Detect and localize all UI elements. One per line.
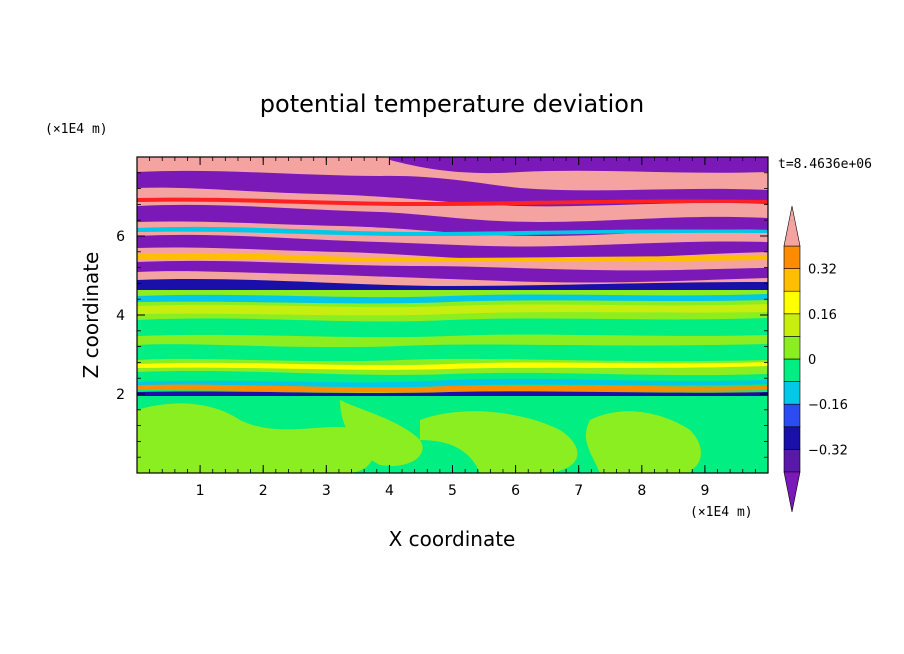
field-upper-layer bbox=[137, 197, 768, 206]
x-axis: 1 2 3 4 5 6 7 8 9 bbox=[149, 157, 769, 499]
field-middle-band bbox=[137, 318, 768, 338]
x-tick-label: 1 bbox=[196, 483, 205, 499]
field-upper-layer bbox=[137, 170, 768, 207]
colorbar-bin bbox=[783, 449, 801, 473]
field-upper-layer bbox=[137, 260, 768, 283]
field-lower-blob bbox=[620, 436, 700, 473]
colorbar-tick-label: −0.16 bbox=[808, 398, 848, 413]
field-middle-band bbox=[137, 362, 768, 370]
time-label: t=8.4636e+06 bbox=[778, 157, 872, 172]
y-axis: 2 4 6 bbox=[116, 172, 768, 458]
colorbar-bin bbox=[783, 426, 801, 450]
x-tick-label: 6 bbox=[511, 483, 520, 499]
x-tick-label: 4 bbox=[385, 483, 394, 499]
x-unit-label: (×1E4 m) bbox=[690, 505, 753, 520]
x-tick-label: 7 bbox=[574, 483, 583, 499]
field-upper-layer bbox=[137, 204, 768, 236]
colorbar-bin bbox=[783, 358, 801, 382]
colorbar-bin bbox=[783, 336, 801, 360]
colorbar-bin bbox=[783, 245, 801, 269]
colorbar-bin bbox=[783, 290, 801, 315]
y-tick-label: 6 bbox=[116, 229, 125, 245]
y-axis-label: Z coordinate bbox=[79, 252, 103, 379]
field-middle-band bbox=[137, 391, 768, 396]
field-middle-band bbox=[137, 304, 768, 316]
colorbar-extend-min bbox=[783, 471, 801, 513]
field-middle-band bbox=[137, 384, 768, 393]
x-axis-label: X coordinate bbox=[389, 527, 516, 551]
x-tick-label: 2 bbox=[259, 483, 268, 499]
field-lower-blob bbox=[420, 411, 578, 473]
field-middle-band bbox=[137, 294, 768, 304]
field-upper-layer bbox=[137, 226, 768, 236]
x-tick-label: 8 bbox=[637, 483, 646, 499]
x-tick-label: 9 bbox=[700, 483, 709, 499]
field-lower-blob bbox=[157, 426, 286, 469]
field-middle-band bbox=[137, 344, 768, 362]
chart-title: potential temperature deviation bbox=[260, 90, 644, 118]
colorbar-tick-label: 0 bbox=[808, 353, 816, 368]
colorbar-bin bbox=[783, 403, 801, 428]
colorbar-bin bbox=[783, 268, 801, 292]
field-middle-band bbox=[137, 378, 768, 388]
colorbar-extend-max bbox=[783, 205, 801, 247]
colorbar-bin bbox=[783, 381, 801, 405]
x-tick-label: 3 bbox=[322, 483, 331, 499]
y-unit-label: (×1E4 m) bbox=[45, 122, 108, 137]
field-upper-layer bbox=[390, 157, 768, 174]
y-tick-label: 2 bbox=[116, 387, 125, 403]
colorbar-tick-label: 0.16 bbox=[808, 308, 837, 323]
field-upper-layer bbox=[137, 279, 768, 290]
field-upper-layer bbox=[137, 234, 768, 261]
colorbar-tick-label: −0.32 bbox=[808, 443, 848, 458]
field-upper-layer bbox=[137, 252, 768, 262]
y-tick-label: 4 bbox=[116, 308, 125, 324]
colorbar-bin bbox=[783, 313, 801, 337]
colorbar: 0.32 0.16 0 −0.16 −0.32 bbox=[783, 205, 848, 513]
x-tick-label: 5 bbox=[448, 483, 457, 499]
field-lower-blob bbox=[340, 400, 423, 466]
plot-area bbox=[137, 157, 768, 473]
colorbar-tick-label: 0.32 bbox=[808, 263, 837, 278]
